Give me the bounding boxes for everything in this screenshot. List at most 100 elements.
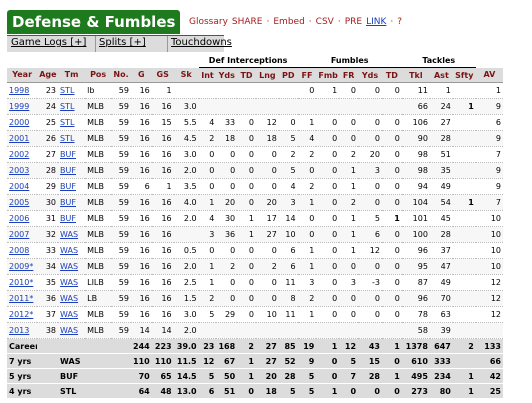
- team-link[interactable]: BUF: [60, 166, 76, 175]
- team-link[interactable]: BUF: [60, 150, 76, 159]
- column-header-td-17[interactable]: TD: [381, 67, 402, 83]
- team-link[interactable]: STL: [60, 118, 75, 127]
- team-link[interactable]: STL: [60, 134, 75, 143]
- stat-cell: 3.5: [173, 178, 199, 195]
- stat-cell: 5.5: [173, 114, 199, 131]
- season-year-link[interactable]: 1998: [9, 86, 30, 95]
- column-header-tkl-18[interactable]: Tkl: [401, 67, 430, 83]
- column-header-fmb-14[interactable]: Fmb: [316, 67, 340, 83]
- stat-cell: 16: [151, 258, 174, 275]
- stat-cell: [452, 242, 476, 259]
- column-header-no-4[interactable]: No.: [111, 67, 131, 83]
- stat-cell: 1: [429, 82, 453, 99]
- column-header-sk-7[interactable]: Sk: [173, 67, 199, 83]
- season-year-link[interactable]: 1999: [9, 102, 30, 111]
- column-header-av-21[interactable]: AV: [475, 67, 503, 83]
- summary-stat-cell: [111, 353, 131, 369]
- summary-stat-cell: 1: [452, 368, 476, 384]
- column-header-td-10[interactable]: TD: [237, 67, 256, 83]
- season-year-link[interactable]: 2011*: [9, 294, 34, 303]
- summary-stat-cell: 0: [381, 383, 402, 399]
- season-year-link[interactable]: 2010*: [9, 278, 34, 287]
- season-year-link[interactable]: 2000: [9, 118, 30, 127]
- season-year-link[interactable]: 2005: [9, 198, 30, 207]
- season-year-link[interactable]: 2003: [9, 166, 30, 175]
- stat-cell: 59: [111, 242, 131, 259]
- team-link[interactable]: WAS: [60, 230, 79, 239]
- team-link[interactable]: WAS: [60, 294, 79, 303]
- column-header-fr-15[interactable]: FR: [339, 67, 359, 83]
- team-link[interactable]: BUF: [60, 198, 76, 207]
- year-cell: 2013: [7, 322, 38, 339]
- stat-cell: 20: [216, 194, 238, 211]
- stat-cell: 3: [339, 274, 359, 291]
- subnav-touchdowns-tab[interactable]: Touchdowns: [171, 37, 232, 48]
- stat-cell: 10: [278, 226, 298, 243]
- stat-cell: [198, 82, 217, 99]
- season-year-link[interactable]: 2001: [9, 134, 30, 143]
- stat-cell: [173, 82, 199, 99]
- season-year-link[interactable]: 2013: [9, 326, 30, 335]
- stat-cell: 0: [316, 242, 340, 259]
- stat-cell: 0: [297, 210, 317, 227]
- season-year-link[interactable]: 2009*: [9, 262, 34, 271]
- stat-cell: MLB: [85, 162, 112, 179]
- stat-cell: 2: [339, 194, 359, 211]
- column-header-tm-2[interactable]: Tm: [58, 67, 86, 83]
- column-header-g-5[interactable]: G: [130, 67, 152, 83]
- toolbar-glossary-link[interactable]: Glossary: [189, 17, 228, 27]
- season-row: 2005 30 BUF MLB 59 16 16 4.0 1 20 0 20 3 1 0 2 0 0 104 54 1 7: [7, 194, 503, 211]
- column-header-ff-13[interactable]: FF: [297, 67, 317, 83]
- stat-cell: 35: [429, 162, 453, 179]
- summary-stat-cell: 5: [339, 353, 359, 369]
- stat-cell: 2: [198, 290, 217, 307]
- column-header-pos-3[interactable]: Pos: [85, 67, 112, 83]
- stat-cell: [198, 98, 217, 115]
- stat-cell: 51: [429, 146, 453, 163]
- column-header-lng-11[interactable]: Lng: [255, 67, 279, 83]
- summary-stat-cell: [37, 353, 59, 369]
- stat-cell: 33: [37, 242, 59, 259]
- stat-cell: [237, 82, 256, 99]
- season-year-link[interactable]: 2004: [9, 182, 30, 191]
- team-link[interactable]: WAS: [60, 310, 79, 319]
- column-header-age-1[interactable]: Age: [37, 67, 59, 83]
- summary-stat-cell: 48: [151, 383, 174, 399]
- stat-cell: 58: [401, 322, 430, 339]
- subnav-splits-tab[interactable]: Splits [+]: [99, 37, 146, 48]
- team-link[interactable]: WAS: [60, 278, 79, 287]
- column-header-gs-6[interactable]: GS: [151, 67, 174, 83]
- season-year-link[interactable]: 2002: [9, 150, 30, 159]
- team-link[interactable]: WAS: [60, 262, 79, 271]
- team-link[interactable]: WAS: [60, 246, 79, 255]
- column-header-pd-12[interactable]: PD: [278, 67, 298, 83]
- column-header-sfty-20[interactable]: Sfty: [452, 67, 476, 83]
- team-link[interactable]: WAS: [60, 326, 79, 335]
- column-header-yds-16[interactable]: Yds: [358, 67, 382, 83]
- toolbar-help-link[interactable]: ?: [397, 17, 403, 27]
- subnav-game-logs-tab[interactable]: Game Logs [+]: [11, 37, 87, 48]
- stat-cell: 29: [216, 306, 238, 323]
- toolbar-embed-link[interactable]: Embed: [273, 17, 305, 27]
- team-link[interactable]: STL: [60, 86, 75, 95]
- toolbar-pre-link[interactable]: PRE: [344, 17, 363, 27]
- column-header-int-8[interactable]: Int: [198, 67, 217, 83]
- year-cell: 1998: [7, 82, 38, 99]
- season-year-link[interactable]: 2012*: [9, 310, 34, 319]
- column-header-yds-9[interactable]: Yds: [216, 67, 238, 83]
- season-year-link[interactable]: 2008: [9, 246, 30, 255]
- summary-stat-cell: 0: [316, 353, 340, 369]
- stat-cell: 11: [278, 274, 298, 291]
- toolbar-share-link[interactable]: SHARE: [231, 17, 263, 27]
- column-header-ast-19[interactable]: Ast: [429, 67, 453, 83]
- season-year-link[interactable]: 2006: [9, 214, 30, 223]
- year-cell: 2004: [7, 178, 38, 195]
- toolbar-link-link[interactable]: LINK: [366, 17, 387, 27]
- team-link[interactable]: BUF: [60, 182, 76, 191]
- column-header-year-0[interactable]: Year: [7, 67, 38, 83]
- team-link[interactable]: BUF: [60, 214, 76, 223]
- toolbar-csv-link[interactable]: CSV: [315, 17, 334, 27]
- stat-cell: 0: [358, 178, 382, 195]
- team-link[interactable]: STL: [60, 102, 75, 111]
- season-year-link[interactable]: 2007: [9, 230, 30, 239]
